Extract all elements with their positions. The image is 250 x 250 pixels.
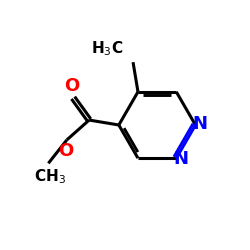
Text: N: N: [173, 150, 188, 168]
Text: N: N: [192, 115, 208, 133]
Text: H$_3$C: H$_3$C: [91, 40, 123, 58]
Text: O: O: [58, 142, 73, 160]
Text: CH$_3$: CH$_3$: [34, 167, 66, 186]
Text: O: O: [64, 77, 80, 95]
